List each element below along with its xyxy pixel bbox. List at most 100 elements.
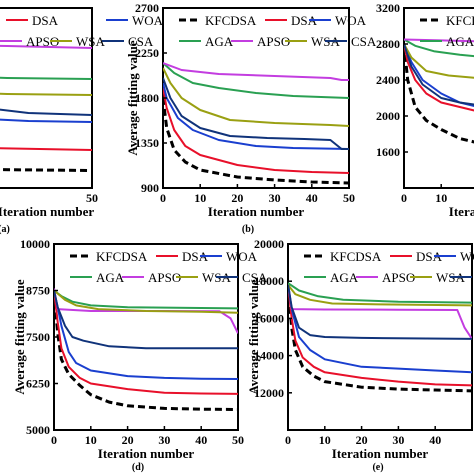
legend-label: DSA bbox=[291, 13, 318, 28]
series-line-kfcdsa bbox=[404, 43, 474, 144]
series-line-apso bbox=[288, 284, 472, 340]
legend-item-kfcdsa: KFCDSA bbox=[70, 249, 148, 264]
series-line-aga bbox=[288, 282, 472, 304]
series-line-kfcdsa bbox=[54, 290, 238, 411]
legend-label: CSA bbox=[351, 34, 377, 49]
legend-label: APSO bbox=[257, 34, 290, 49]
x-tick-label: 0 bbox=[51, 433, 57, 447]
series-line-woa bbox=[288, 282, 472, 374]
axes-frame bbox=[0, 7, 93, 189]
x-tick-label: 10 bbox=[435, 191, 447, 205]
y-tick-label: 2250 bbox=[135, 46, 159, 60]
series-line-wsa bbox=[404, 43, 474, 79]
series-group bbox=[0, 44, 92, 172]
y-tick-label: 7500 bbox=[26, 330, 50, 344]
series-group bbox=[54, 288, 238, 411]
y-tick-label: 2400 bbox=[376, 73, 400, 87]
series-line-kfcdsa bbox=[163, 97, 349, 185]
x-tick-label: 30 bbox=[158, 433, 170, 447]
legend-label: WSA bbox=[76, 34, 106, 49]
panel-d: 5000 6250 7500 8750 10000 0 10 20 30 40 50 Iteratio… bbox=[12, 237, 268, 473]
legend-item-aga: AGA bbox=[70, 270, 125, 285]
x-tick-label: 50 bbox=[343, 191, 355, 205]
series-line-wsa bbox=[0, 92, 92, 96]
legend-item-csa: CSA bbox=[102, 34, 154, 49]
x-tick-label: 40 bbox=[306, 191, 318, 205]
panel-b: 900 1350 1800 2250 2700 0 10 20 30 40 50 Iteration … bbox=[125, 1, 377, 235]
y-axis-label: Average fitting value bbox=[12, 279, 27, 395]
x-tick-label: 30 bbox=[392, 433, 404, 447]
axes-frame bbox=[403, 7, 474, 189]
legend-item-kfcdsa: KFCDSA bbox=[304, 249, 382, 264]
x-tick-label: 40 bbox=[195, 433, 207, 447]
x-tick-label: 0 bbox=[285, 433, 291, 447]
legend-label: KFCDSA bbox=[96, 249, 148, 264]
series-line-dsa bbox=[54, 290, 238, 395]
x-axis-label: Iteration number bbox=[0, 204, 94, 219]
legend-item-kfcdsa: KFCDSA bbox=[420, 13, 474, 28]
panel-label: (a) bbox=[0, 224, 10, 235]
x-tick-label: 0 bbox=[401, 191, 407, 205]
x-axis-label: Iteration number bbox=[98, 446, 195, 461]
x-axis-label: Iteration number bbox=[332, 446, 429, 461]
y-tick-label: 1600 bbox=[376, 145, 400, 159]
legend-label: KFCDSA bbox=[446, 13, 474, 28]
legend: DSA WOA APSO WSA CSA bbox=[0, 13, 164, 49]
legend-item-csa: CSA bbox=[450, 276, 472, 278]
y-tick-label: 16000 bbox=[254, 311, 284, 325]
legend-item-kfcdsa: KFCDSA bbox=[179, 13, 257, 28]
panel-label: (d) bbox=[132, 462, 144, 473]
legend-label: AGA bbox=[330, 270, 359, 285]
legend-item-apso: APSO bbox=[0, 34, 59, 49]
legend-item-wsa: WSA bbox=[50, 34, 106, 49]
series-line-apso bbox=[163, 62, 349, 81]
legend-label: AGA bbox=[446, 34, 474, 49]
legend-label: CSA bbox=[242, 270, 268, 285]
x-tick-label: 20 bbox=[356, 433, 368, 447]
x-tick-label: 50 bbox=[86, 191, 98, 205]
series-line-csa bbox=[404, 43, 474, 106]
y-tick-label: 6250 bbox=[26, 377, 50, 391]
legend-label: CSA bbox=[128, 34, 154, 49]
x-tick-label: 50 bbox=[232, 433, 244, 447]
legend-label: WOA bbox=[460, 249, 474, 264]
legend-item-csa: CSA bbox=[325, 34, 377, 49]
x-tick-label: 20 bbox=[122, 433, 134, 447]
x-axis-label: Iteration number bbox=[449, 204, 474, 219]
y-tick-label: 5000 bbox=[26, 423, 50, 437]
panel-e: 12000 14000 16000 18000 20000 0 10 20 30 40Iterat… bbox=[246, 237, 474, 473]
y-tick-label: 12000 bbox=[254, 386, 284, 400]
legend-item-apso: APSO bbox=[356, 270, 415, 285]
legend-item-apso: APSO bbox=[122, 270, 181, 285]
legend-item-dsa: DSA bbox=[390, 249, 443, 264]
y-axis-label: Average fitting value bbox=[246, 279, 261, 395]
legend-item-aga: AGA bbox=[420, 34, 474, 49]
series-group bbox=[404, 38, 474, 144]
x-tick-label: 0 bbox=[160, 191, 166, 205]
series-line-woa bbox=[0, 118, 92, 123]
series-line-woa bbox=[54, 290, 238, 380]
x-tick-label: 10 bbox=[85, 433, 97, 447]
series-line-dsa bbox=[288, 284, 472, 387]
legend-label: APSO bbox=[382, 270, 415, 285]
series-line-aga bbox=[163, 62, 349, 99]
legend-item-aga: AGA bbox=[179, 34, 234, 49]
legend-item-dsa: DSA bbox=[6, 13, 59, 28]
legend-item-woa: WOA bbox=[434, 249, 474, 264]
legend-label: AGA bbox=[205, 34, 234, 49]
series-line-wsa bbox=[163, 67, 349, 127]
legend-label: DSA bbox=[416, 249, 443, 264]
legend-item-dsa: DSA bbox=[156, 249, 209, 264]
legend-item-woa: WOA bbox=[309, 13, 367, 28]
panel-label: (b) bbox=[242, 224, 254, 235]
x-axis-label: Iteration number bbox=[208, 204, 305, 219]
x-tick-label: 40 bbox=[429, 433, 441, 447]
series-line-apso bbox=[0, 44, 92, 49]
legend-label: DSA bbox=[182, 249, 209, 264]
legend-item-csa: CSA bbox=[216, 270, 268, 285]
